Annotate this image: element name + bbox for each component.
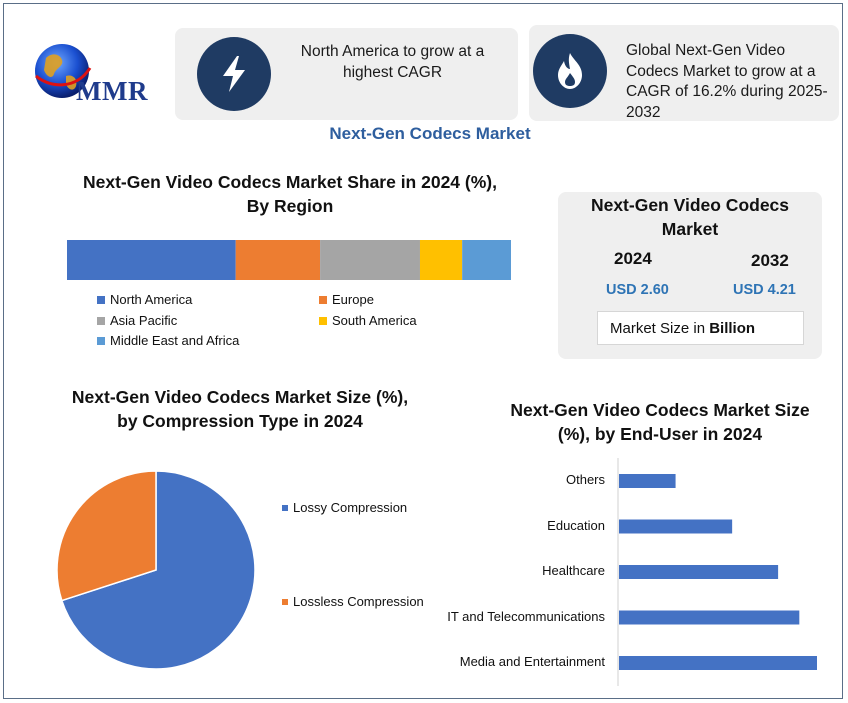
end-user-bar-chart: [617, 458, 817, 686]
legend-swatch: [97, 336, 105, 345]
legend-swatch: [282, 598, 288, 605]
callout-card-cagr: Global Next-Gen Video Codecs Market to g…: [529, 25, 839, 121]
legend-label: Europe: [332, 292, 374, 307]
market-size-card: Next-Gen Video Codecs Market 2024 2032 U…: [558, 192, 822, 359]
globe-icon: [35, 44, 92, 98]
legend-label: North America: [110, 292, 193, 307]
region-segment-europe: [235, 240, 321, 280]
value-2024: USD 2.60: [606, 282, 669, 298]
market-unit-bold: Billion: [709, 319, 756, 337]
callout-text-cagr: Global Next-Gen Video Codecs Market to g…: [626, 42, 828, 121]
lightning-bolt-icon: [197, 37, 271, 111]
mmr-logo: MMR: [28, 36, 158, 112]
year-2032-label: 2032: [751, 251, 789, 270]
y-tick-label-it-and-telecommunications: IT and Telecommunications: [447, 608, 605, 624]
market-unit-box: Market Size in Billion: [597, 311, 804, 345]
bar-it-and-telecommunications: [619, 610, 800, 625]
legend-label: Lossless Compression: [293, 594, 424, 609]
y-tick-label-healthcare: Healthcare: [542, 563, 605, 578]
flame-icon: [533, 34, 607, 108]
value-2032: USD 4.21: [733, 282, 796, 298]
legend-item-lossless-compression: Lossless Compression: [282, 594, 424, 609]
legend-item-middle-east-and-africa: Middle East and Africa: [97, 333, 239, 348]
callout-text-north-america: North America to grow at a highest CAGR: [300, 43, 485, 81]
pie-slice-lossless-compression: [56, 470, 157, 602]
legend-item-south-america: South America: [319, 313, 417, 328]
bar-education: [619, 519, 733, 534]
legend-label: Middle East and Africa: [110, 333, 240, 348]
logo-text: MMR: [76, 76, 148, 106]
legend-item-lossy-compression: Lossy Compression: [282, 500, 407, 515]
legend-label: South America: [332, 313, 417, 328]
bar-others: [619, 474, 676, 488]
bar-media-and-entertainment: [619, 656, 817, 670]
legend-label: Lossy Compression: [293, 500, 408, 515]
page-border: [3, 3, 843, 699]
y-tick-label-media-and-entertainment: Media and Entertainment: [459, 654, 605, 669]
end-user-chart-title: Next-Gen Video Codecs Market Size (%), b…: [510, 400, 810, 444]
region-segment-north-america: [67, 240, 236, 280]
legend-swatch: [319, 295, 327, 304]
legend-label: Asia Pacific: [110, 313, 178, 328]
region-segment-south-america: [419, 240, 463, 280]
market-unit-prefix: Market Size in: [610, 319, 706, 337]
callout-card-north-america: North America to grow at a highest CAGR: [175, 28, 518, 120]
legend-swatch: [282, 504, 288, 511]
legend-item-asia-pacific: Asia Pacific: [97, 313, 177, 328]
legend-item-north-america: North America: [97, 292, 192, 307]
compression-chart-title: Next-Gen Video Codecs Market Size (%), b…: [71, 387, 409, 431]
y-tick-label-education: Education: [547, 517, 605, 533]
legend-swatch: [97, 316, 105, 325]
region-chart-title: Next-Gen Video Codecs Market Share in 20…: [83, 172, 497, 216]
y-tick-label-others: Others: [565, 472, 605, 487]
region-segment-asia-pacific: [320, 240, 420, 280]
market-box-title: Next-Gen Video Codecs Market: [590, 195, 790, 239]
legend-item-europe: Europe: [319, 292, 374, 307]
region-stacked-bar: [67, 240, 511, 280]
compression-pie-chart: [56, 470, 256, 670]
year-2024-label: 2024: [614, 249, 652, 268]
main-title: Next-Gen Codecs Market: [329, 124, 531, 143]
legend-swatch: [97, 295, 105, 304]
region-segment-middle-east-and-africa: [462, 240, 511, 280]
pie-slice-lossy-compression: [60, 470, 256, 670]
legend-swatch: [319, 316, 327, 325]
bar-healthcare: [619, 565, 779, 579]
